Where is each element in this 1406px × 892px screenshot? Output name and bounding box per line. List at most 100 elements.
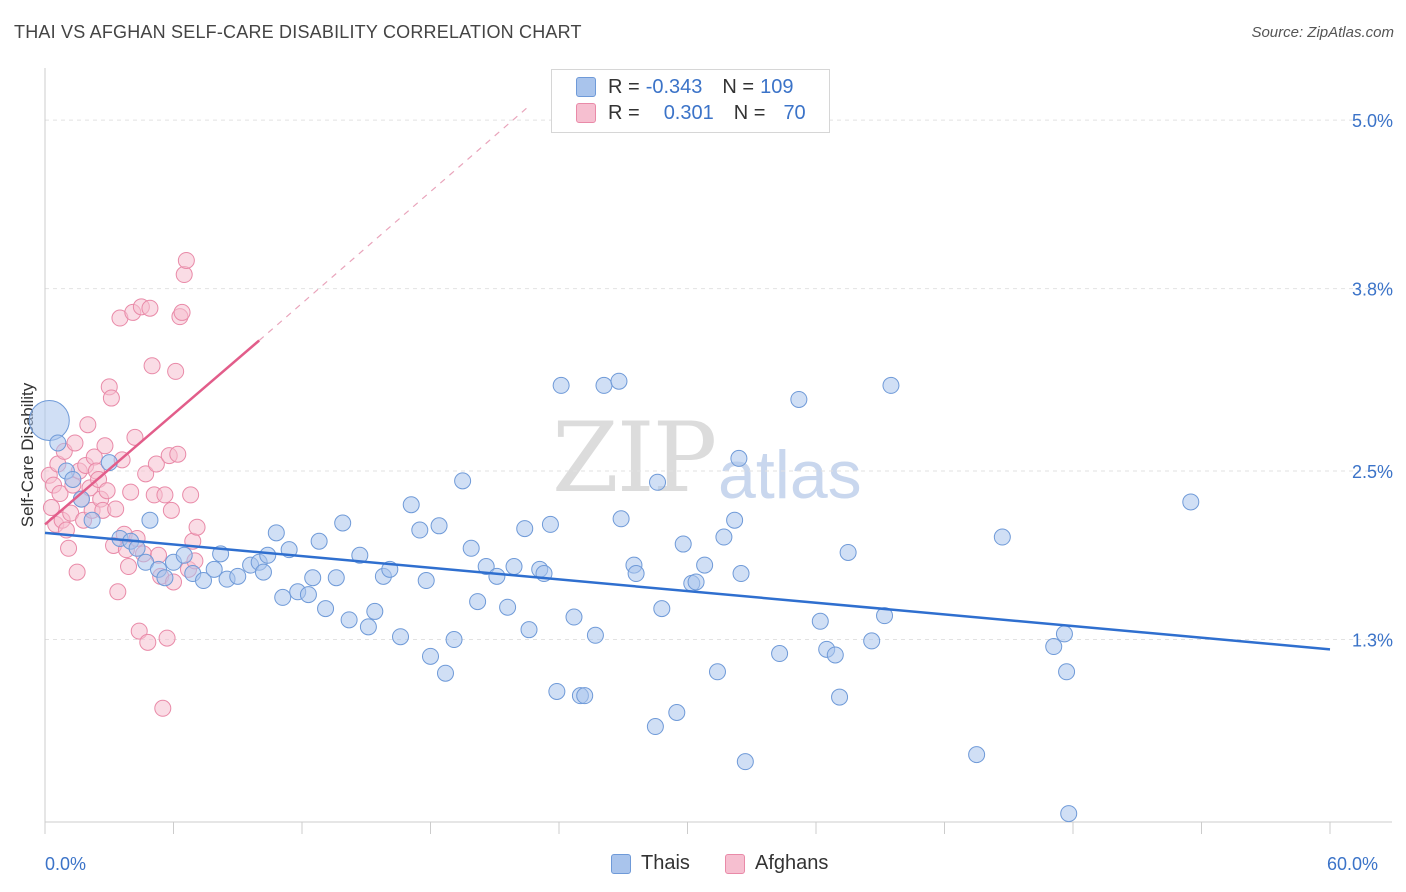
legend-row-afghans: R = 0.301 N = 70 — [576, 101, 806, 125]
thais-point — [831, 688, 849, 706]
bottom-thais-swatch — [611, 853, 631, 874]
thais-point — [175, 546, 193, 564]
thais-point — [304, 569, 322, 587]
bottom-afghans-label: Afghans — [755, 852, 829, 874]
thais-point — [1045, 638, 1063, 656]
afghans-r-label: R = — [608, 101, 640, 124]
thais-point — [334, 514, 352, 532]
thais-point — [668, 704, 686, 722]
bottom-legend-afghans: Afghans — [725, 852, 828, 875]
thais-point — [49, 434, 67, 452]
thais-point — [137, 553, 155, 571]
afghans-n-label: N = — [733, 101, 766, 124]
thais-point — [411, 521, 429, 539]
thais-point — [417, 572, 435, 590]
thais-point — [730, 449, 748, 467]
thais-point — [993, 528, 1011, 546]
source-label: Source: ZipAtlas.com — [1251, 24, 1394, 41]
thais-point — [576, 687, 594, 705]
thais-point — [715, 528, 733, 546]
thais-point — [649, 473, 667, 491]
thais-point — [790, 390, 808, 408]
thais-point — [586, 626, 604, 644]
thais-point — [28, 400, 70, 442]
thais-point — [565, 608, 583, 626]
afghans-point — [182, 486, 200, 504]
thais-point — [612, 510, 630, 528]
thais-point — [229, 567, 247, 585]
thais-r-value: -0.343 — [645, 75, 703, 98]
thais-point — [696, 556, 714, 574]
y-tick-label: 5.0% — [1352, 111, 1393, 131]
afghans-point — [98, 482, 116, 500]
afghans-point — [126, 428, 144, 446]
thais-point — [726, 511, 744, 529]
stats-legend: R = -0.343 N = 109 R = 0.301 N = 70 — [551, 69, 830, 133]
chart-title: THAI VS AFGHAN SELF-CARE DISABILITY CORR… — [14, 22, 582, 42]
afghans-point — [122, 483, 140, 501]
afghans-point — [96, 437, 114, 455]
afghans-n-value: 70 — [783, 101, 806, 124]
afghans-point — [66, 434, 84, 452]
afghans-point — [147, 455, 165, 473]
thais-point — [267, 524, 285, 542]
thais-point — [826, 646, 844, 664]
thais-point — [254, 563, 272, 581]
watermark-atlas: atlas — [718, 437, 862, 513]
afghans-point — [102, 389, 120, 407]
afghans-point — [162, 501, 180, 519]
thais-point — [359, 618, 377, 636]
thais-point — [64, 470, 82, 488]
thais-point — [477, 558, 495, 576]
thais-r-label: R = — [608, 75, 640, 98]
thais-n-label: N = — [722, 75, 755, 98]
afghans-point — [188, 518, 206, 536]
thais-point — [1060, 805, 1078, 823]
thais-point — [299, 586, 317, 604]
thais-point — [259, 546, 277, 564]
bottom-afghans-swatch — [725, 853, 745, 874]
thais-point — [392, 628, 410, 646]
afghans-swatch — [576, 103, 596, 123]
thais-point — [499, 598, 517, 616]
y-tick-label: 2.5% — [1352, 462, 1393, 482]
afghans-point — [173, 303, 191, 321]
thais-point — [595, 376, 613, 394]
thais-point — [317, 600, 335, 618]
thais-point — [366, 602, 384, 620]
afghans-point — [79, 416, 97, 434]
legend-row-thais: R = -0.343 N = 109 — [576, 75, 793, 99]
thais-point — [454, 472, 472, 490]
afghans-point — [109, 583, 127, 601]
thais-point — [445, 631, 463, 649]
thais-point — [351, 546, 369, 564]
afghans-point — [42, 499, 60, 517]
thais-trend-line — [44, 531, 1331, 651]
thais-point — [194, 572, 212, 590]
thais-point — [736, 753, 754, 771]
thais-point — [1058, 663, 1076, 681]
thais-point — [422, 647, 439, 665]
afghans-point — [139, 633, 157, 651]
thais-point — [274, 588, 292, 606]
x-tick-label: 60.0% — [1327, 854, 1378, 874]
watermark-zip: ZIP — [552, 402, 717, 514]
thais-point — [552, 376, 570, 394]
thais-point — [674, 535, 692, 553]
thais-point — [882, 376, 900, 394]
thais-point — [516, 520, 534, 538]
bottom-legend-thais: Thais — [611, 852, 690, 875]
x-tick-label: 0.0% — [45, 854, 86, 874]
thais-point — [646, 718, 664, 736]
thais-point — [811, 612, 829, 630]
afghans-point — [167, 362, 185, 380]
thais-point — [541, 515, 559, 533]
afghans-r-value: 0.301 — [663, 101, 714, 124]
thais-point — [548, 682, 566, 700]
y-tick-label: 3.8% — [1352, 280, 1393, 300]
thais-point — [863, 632, 881, 650]
bottom-thais-label: Thais — [641, 852, 690, 874]
thais-point — [505, 558, 523, 576]
y-axis-label: Self-Care Disability — [18, 382, 37, 527]
